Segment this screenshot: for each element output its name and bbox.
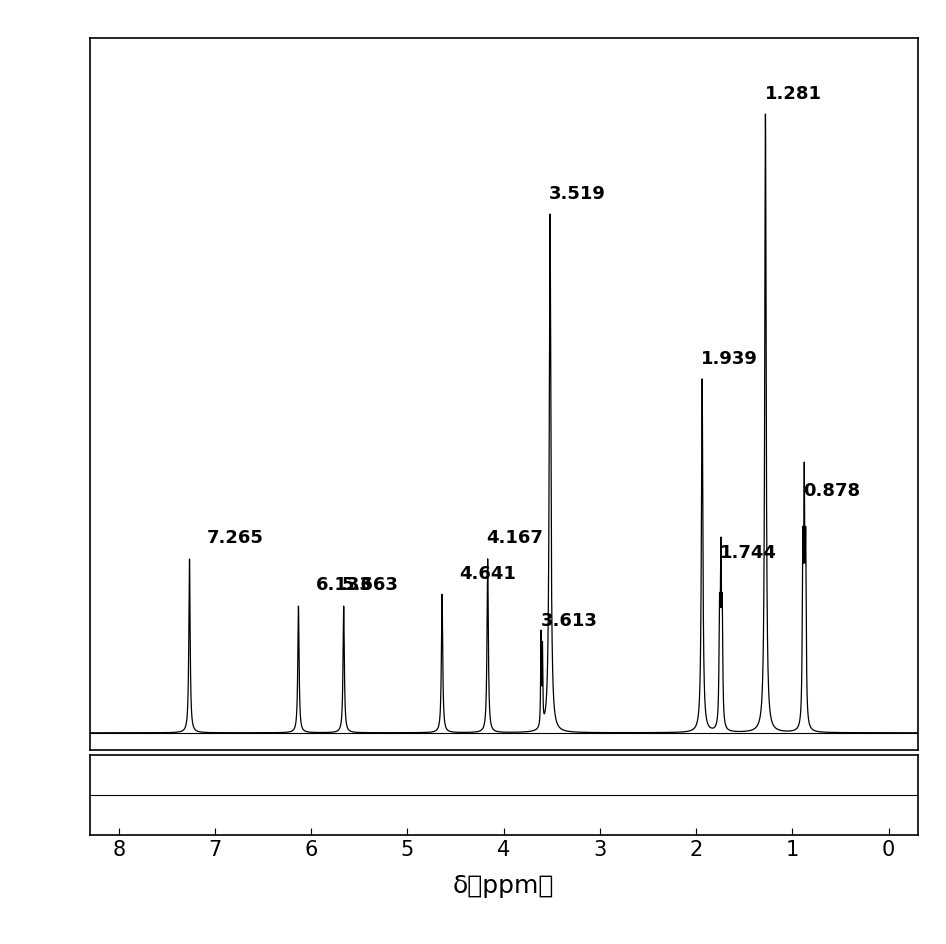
Text: 1.744: 1.744	[720, 544, 777, 562]
Text: 4.167: 4.167	[486, 530, 543, 548]
Text: 1.939: 1.939	[701, 349, 758, 367]
Text: 6.133: 6.133	[316, 577, 373, 595]
X-axis label: δ（ppm）: δ（ppm）	[453, 874, 554, 898]
Text: 3.613: 3.613	[540, 612, 597, 630]
Text: 1.281: 1.281	[764, 85, 821, 103]
Text: 5.663: 5.663	[342, 577, 399, 595]
Text: 7.265: 7.265	[206, 530, 263, 548]
Text: 4.641: 4.641	[460, 565, 517, 582]
Text: 3.519: 3.519	[549, 185, 605, 203]
Text: 0.878: 0.878	[803, 482, 861, 500]
